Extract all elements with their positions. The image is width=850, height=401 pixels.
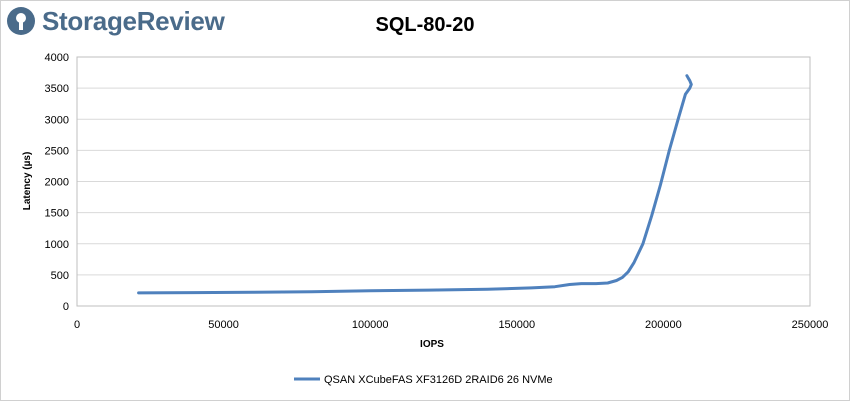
- plot-area-border: [76, 56, 811, 307]
- grid-lines: [77, 56, 810, 276]
- y-axis-title: Latency (µs): [22, 152, 33, 211]
- y-tick-label: 1500: [45, 208, 69, 220]
- legend: QSAN XCubeFAS XF3126D 2RAID6 26 NVMe: [294, 374, 553, 386]
- y-tick-label: 2500: [45, 145, 69, 157]
- brand-logo: StorageReview: [6, 4, 225, 38]
- x-tick-label: 250000: [792, 319, 829, 331]
- y-tick-label: 4000: [45, 52, 69, 64]
- x-tick-label: 0: [74, 319, 80, 331]
- storagereview-logo-icon: [7, 7, 35, 35]
- brand-name: StorageReview: [42, 5, 225, 36]
- y-tick-label: 500: [51, 270, 69, 282]
- y-tick-label: 3000: [45, 114, 69, 126]
- series-group: [137, 74, 693, 295]
- x-axis-title: IOPS: [420, 339, 444, 350]
- x-tick-label: 50000: [208, 319, 239, 331]
- x-tick-label: 150000: [498, 319, 535, 331]
- y-tick-label: 0: [63, 301, 69, 313]
- legend-label: QSAN XCubeFAS XF3126D 2RAID6 26 NVMe: [324, 374, 553, 386]
- series-line: [137, 74, 693, 295]
- y-tick-labels: 0 500 1000 1500 2000 2500 3000 3500 4000: [45, 52, 69, 313]
- y-tick-label: 2000: [45, 177, 69, 189]
- chart-title: SQL-80-20: [375, 14, 475, 36]
- y-tick-label: 1000: [45, 239, 69, 251]
- x-tick-labels: 0 50000 100000 150000 200000 250000: [74, 319, 828, 331]
- x-tick-label: 100000: [352, 319, 389, 331]
- y-tick-label: 3500: [45, 83, 69, 95]
- x-tick-label: 200000: [645, 319, 682, 331]
